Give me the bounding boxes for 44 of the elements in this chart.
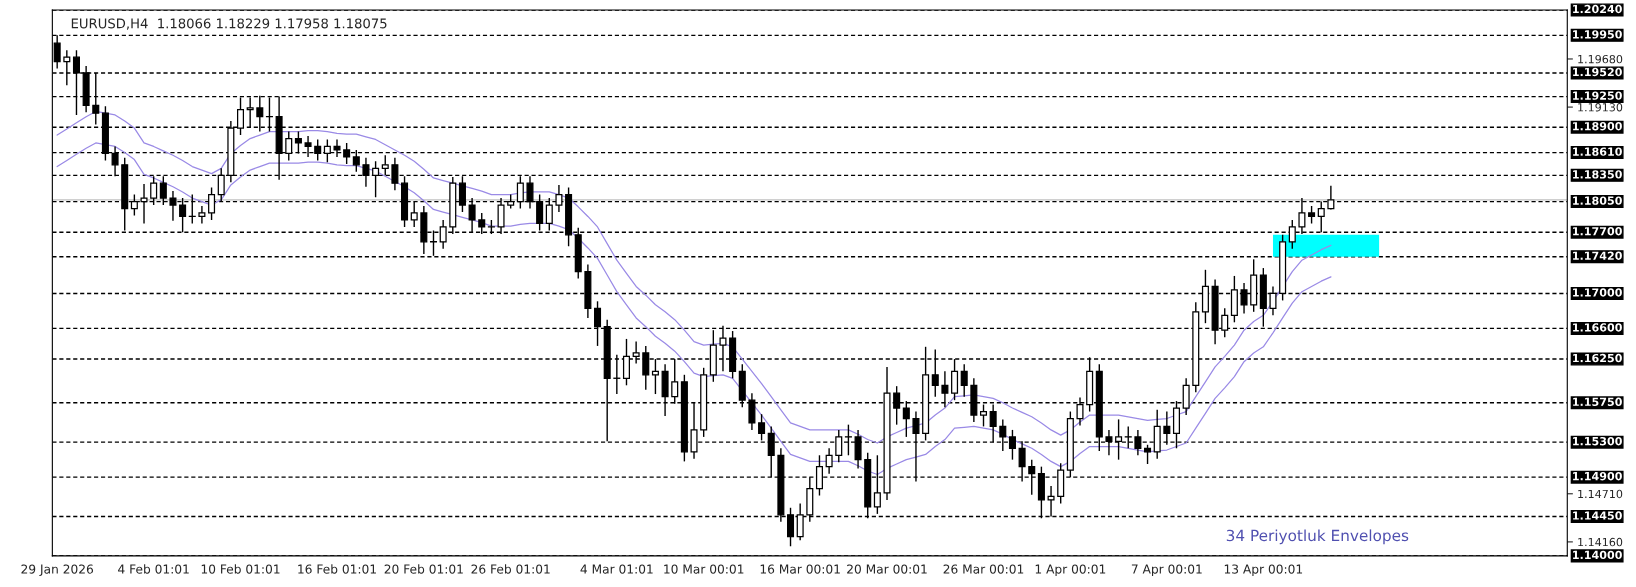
- ref-line-label: 1.14900: [1573, 471, 1622, 481]
- ref-line-label: 1.17420: [1573, 251, 1622, 260]
- x-tick-label: 1 Apr 00:01: [1035, 564, 1106, 577]
- ref-line-label: 1.16250: [1573, 353, 1622, 363]
- x-tick-label: 4 Mar 01:01: [580, 564, 653, 574]
- ref-line-label: 1.18610: [1573, 147, 1622, 156]
- x-tick-label: 10 Feb 01:01: [201, 564, 280, 574]
- x-tick-label: 13 Apr 00:01: [1224, 564, 1303, 577]
- x-tick-label: 10 Mar 00:01: [664, 564, 744, 574]
- candlestick: [198, 205, 206, 225]
- annotation: 34 Periyotluk Envelopes: [1226, 529, 1409, 545]
- ref-line-label: 1.18900: [1573, 122, 1622, 131]
- ref-line-label: 1.20240: [1573, 4, 1622, 14]
- ref-line-label: 1.14450: [1573, 511, 1622, 520]
- x-tick-label: 26 Mar 00:01: [943, 564, 1024, 574]
- candlestick: [960, 363, 968, 398]
- candlestick: [381, 154, 389, 177]
- ref-line-label: 1.15300: [1573, 436, 1622, 446]
- ref-line-label: 1.17700: [1573, 227, 1622, 236]
- y-tick-label: 1.19680: [1578, 54, 1623, 64]
- y-tick-label: 1.19130: [1578, 103, 1623, 112]
- candlestick: [825, 447, 833, 475]
- ref-line-label: 1.16600: [1573, 323, 1622, 332]
- ref-line-label: 1.14000: [1573, 550, 1622, 560]
- ref-line-label: 1.19950: [1573, 30, 1622, 39]
- x-tick-label: 20 Mar 00:01: [847, 564, 927, 574]
- x-tick-label: 7 Apr 00:01: [1131, 564, 1202, 577]
- x-tick-label: 29 Jan 2026: [21, 564, 94, 576]
- ref-line-label: 1.19520: [1573, 67, 1622, 77]
- x-tick-label: 16 Mar 00:01: [760, 564, 840, 574]
- y-tick-label: 1.14160: [1578, 537, 1623, 547]
- ref-line-label: 1.17000: [1573, 288, 1622, 297]
- y-tick-label: 1.14710: [1578, 489, 1623, 499]
- text: EURUSD,H4 1.18066 1.18229 1.17958 1.18075: [71, 18, 387, 30]
- x-tick-label: 4 Feb 01:01: [118, 564, 189, 574]
- ref-line-label: 1.18350: [1573, 170, 1622, 179]
- line-series: [56, 142, 1332, 476]
- x-tick-label: 20 Feb 01:01: [384, 564, 463, 574]
- candlestick: [979, 403, 988, 428]
- x-tick-label: 26 Feb 01:01: [471, 564, 550, 574]
- ref-line-label: 1.15750: [1573, 397, 1622, 407]
- ref-line-label: 1.18050: [1573, 196, 1622, 205]
- x-tick-label: 16 Feb 01:01: [298, 564, 376, 574]
- ref-line-label: 1.19250: [1573, 91, 1622, 100]
